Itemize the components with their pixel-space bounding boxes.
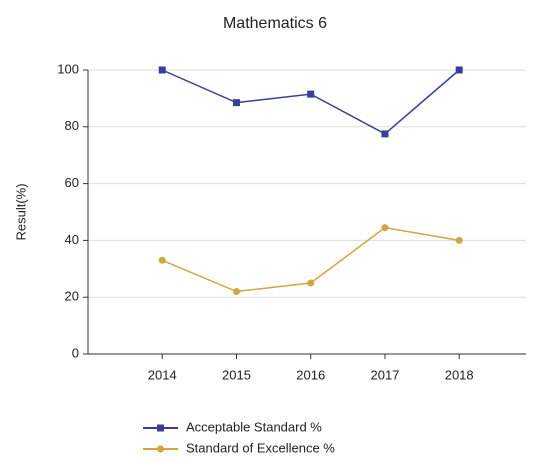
chart-title: Mathematics 6	[223, 15, 327, 32]
y-tick-label: 80	[65, 118, 79, 133]
legend-label: Acceptable Standard %	[186, 419, 322, 434]
legend-marker	[157, 424, 164, 432]
data-point	[381, 224, 389, 232]
series-line	[161, 69, 460, 135]
x-tick-label: 2016	[296, 367, 325, 382]
y-tick-label: 0	[72, 345, 79, 360]
x-tick-label: 2017	[370, 367, 399, 382]
y-tick-label: 20	[65, 289, 79, 304]
y-tick-label: 40	[65, 232, 79, 247]
y-axis-label: Result(%)	[13, 183, 28, 240]
data-point	[232, 99, 240, 107]
data-point	[455, 66, 463, 74]
y-tick-label: 60	[65, 175, 79, 190]
legend-marker	[157, 445, 164, 453]
data-point	[307, 90, 315, 98]
x-tick-label: 2014	[148, 367, 177, 382]
y-tick-label: 100	[57, 61, 79, 76]
data-point	[232, 288, 240, 296]
data-point	[158, 256, 166, 264]
data-point	[455, 236, 463, 244]
data-point	[381, 130, 389, 138]
legend-label: Standard of Excellence %	[186, 440, 335, 455]
data-point	[307, 279, 315, 287]
data-point	[158, 66, 166, 74]
x-tick-label: 2018	[445, 367, 474, 382]
x-tick-label: 2015	[222, 367, 251, 382]
